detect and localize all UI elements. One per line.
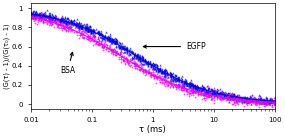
Text: EGFP: EGFP xyxy=(143,42,206,51)
Y-axis label: (G(τ) - 1)/(G(τ₀) - 1): (G(τ) - 1)/(G(τ₀) - 1) xyxy=(3,23,10,89)
X-axis label: τ (ms): τ (ms) xyxy=(139,125,166,134)
Text: BSA: BSA xyxy=(60,52,75,75)
